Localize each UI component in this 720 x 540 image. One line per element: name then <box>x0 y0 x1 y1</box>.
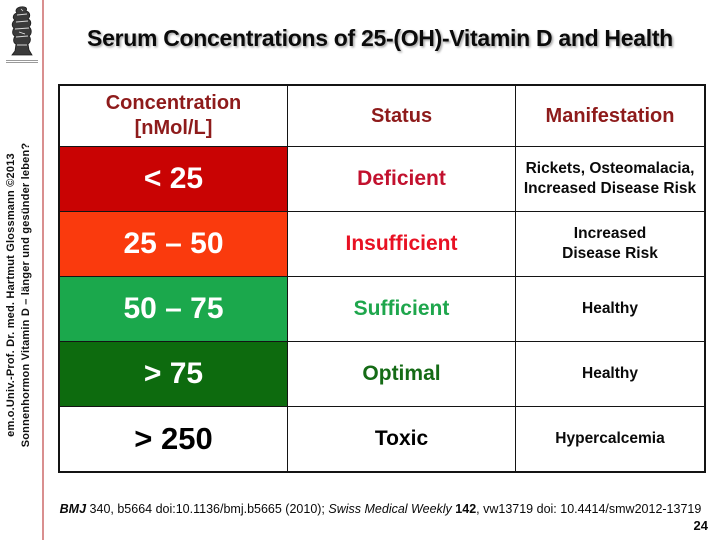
citation-segment: , vw13719 doi: 10.4414/smw2012-13719 <box>476 502 702 516</box>
table-header-row: Concentration [nMol/L] Status Manifestat… <box>58 84 706 147</box>
table-row-toxic: > 250 Toxic Hypercalcemia <box>58 406 706 473</box>
concentration-cell: 25 – 50 <box>58 211 288 277</box>
slide-title: Serum Concentrations of 25-(OH)-Vitamin … <box>87 24 673 51</box>
publisher-crest-icon <box>11 6 33 56</box>
concentration-status-table: Concentration [nMol/L] Status Manifestat… <box>58 84 706 473</box>
manifestation-cell: Healthy <box>515 341 706 407</box>
table-row-optimal: > 75 Optimal Healthy <box>58 341 706 407</box>
concentration-cell: 50 – 75 <box>58 276 288 342</box>
citation-segment: BMJ <box>59 502 87 516</box>
manifestation-cell: Healthy <box>515 276 706 342</box>
credit-line-2: Sonnenhormon Vitamin D – länger und gesü… <box>20 142 32 448</box>
table-row-insufficient: 25 – 50 Insufficient Increased Disease R… <box>58 211 706 277</box>
author-credit-vertical: em.o.Univ.-Prof. Dr. med. Hartmut Glossm… <box>4 65 38 525</box>
concentration-cell: < 25 <box>58 146 288 212</box>
citation-segment: 340, b5664 doi:10.1136/bmj.b5665 (2010); <box>86 502 329 516</box>
manifestation-cell: Increased Disease Risk <box>515 211 706 277</box>
header-manifestation: Manifestation <box>515 84 706 147</box>
logo-caption <box>6 60 38 64</box>
citation-line: BMJ 340, b5664 doi:10.1136/bmj.b5665 (20… <box>45 502 716 520</box>
citation-segment: 142 <box>451 502 477 516</box>
manifestation-cell: Hypercalcemia <box>515 406 706 473</box>
status-cell: Sufficient <box>287 276 516 342</box>
vitamin-d-table: Concentration [nMol/L] Status Manifestat… <box>58 84 706 473</box>
status-cell: Toxic <box>287 406 516 473</box>
status-cell: Insufficient <box>287 211 516 277</box>
header-status: Status <box>287 84 516 147</box>
table-row-sufficient: 50 – 75 Sufficient Healthy <box>58 276 706 342</box>
credit-line-1: em.o.Univ.-Prof. Dr. med. Hartmut Glossm… <box>5 153 17 437</box>
header-concentration: Concentration [nMol/L] <box>58 84 288 147</box>
concentration-cell: > 250 <box>58 406 288 473</box>
status-cell: Deficient <box>287 146 516 212</box>
page-number: 24 <box>693 518 708 533</box>
margin-divider-line <box>42 0 44 540</box>
manifestation-cell: Rickets, Osteomalacia, Increased Disease… <box>515 146 706 212</box>
table-row-deficient: < 25 Deficient Rickets, Osteomalacia, In… <box>58 146 706 212</box>
status-cell: Optimal <box>287 341 516 407</box>
citation-segment: Swiss Medical Weekly <box>328 502 452 516</box>
concentration-cell: > 75 <box>58 341 288 407</box>
